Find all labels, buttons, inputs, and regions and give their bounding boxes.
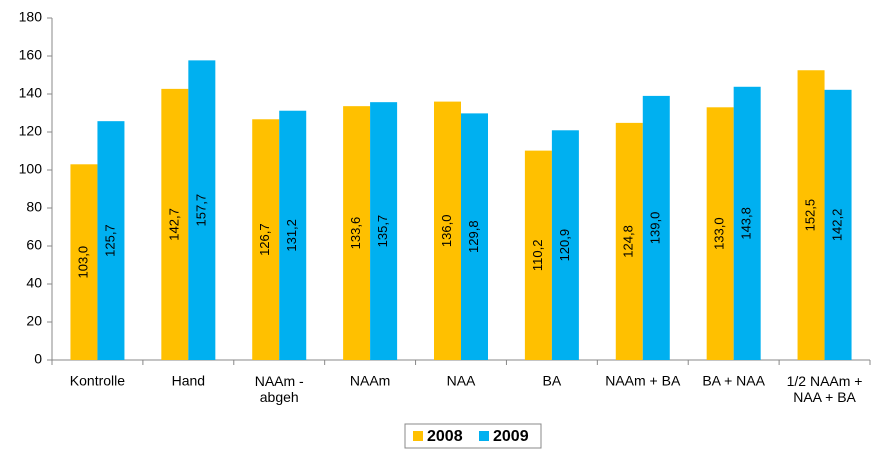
value-label: 110,2 bbox=[530, 240, 545, 272]
value-label: 126,7 bbox=[257, 223, 272, 256]
value-label: 139,0 bbox=[648, 212, 663, 245]
value-label: 143,8 bbox=[739, 207, 754, 240]
x-tick-label: BA bbox=[543, 373, 562, 389]
y-tick-label: 20 bbox=[26, 313, 42, 329]
y-tick-label: 160 bbox=[19, 47, 43, 63]
legend-swatch bbox=[479, 431, 489, 441]
value-label: 142,2 bbox=[829, 209, 844, 242]
y-tick-label: 80 bbox=[26, 199, 42, 215]
value-label: 135,7 bbox=[375, 215, 390, 248]
x-tick-label: Hand bbox=[172, 373, 205, 389]
x-tick-label: NAA bbox=[447, 373, 476, 389]
legend-label: 2009 bbox=[493, 428, 529, 445]
value-label: 131,2 bbox=[284, 219, 299, 252]
x-tick-label: NAAm + BA bbox=[605, 373, 681, 389]
x-tick-label: NAAm bbox=[350, 373, 390, 389]
value-label: 133,0 bbox=[712, 217, 727, 250]
y-tick-label: 60 bbox=[26, 237, 42, 253]
legend-swatch bbox=[413, 431, 423, 441]
y-tick-label: 0 bbox=[34, 351, 42, 367]
value-label: 152,5 bbox=[802, 199, 817, 232]
x-tick-label: 1/2 NAAm +NAA + BA bbox=[787, 373, 863, 405]
value-label: 142,7 bbox=[166, 208, 181, 241]
chart: 0 20 40 60 80 100 120 140 160 180 Kontrolle 103,0 12… bbox=[0, 0, 872, 449]
value-label: 103,0 bbox=[75, 246, 90, 279]
y-tick-label: 140 bbox=[19, 85, 43, 101]
y-tick-label: 40 bbox=[26, 275, 42, 291]
value-label: 133,6 bbox=[348, 217, 363, 250]
value-label: 136,0 bbox=[439, 215, 454, 248]
value-label: 124,8 bbox=[621, 225, 636, 258]
x-tick-label: NAAm -abgeh bbox=[255, 373, 304, 405]
y-tick-label: 180 bbox=[19, 9, 43, 25]
y-tick-label: 120 bbox=[19, 123, 43, 139]
y-tick-label: 100 bbox=[19, 161, 43, 177]
value-label: 120,9 bbox=[557, 229, 572, 262]
value-label: 129,8 bbox=[466, 220, 481, 253]
x-tick-label: Kontrolle bbox=[70, 373, 125, 389]
value-label: 125,7 bbox=[102, 224, 117, 257]
legend-label: 2008 bbox=[427, 428, 463, 445]
x-tick-label: BA + NAA bbox=[702, 373, 765, 389]
value-label: 157,7 bbox=[193, 194, 208, 227]
